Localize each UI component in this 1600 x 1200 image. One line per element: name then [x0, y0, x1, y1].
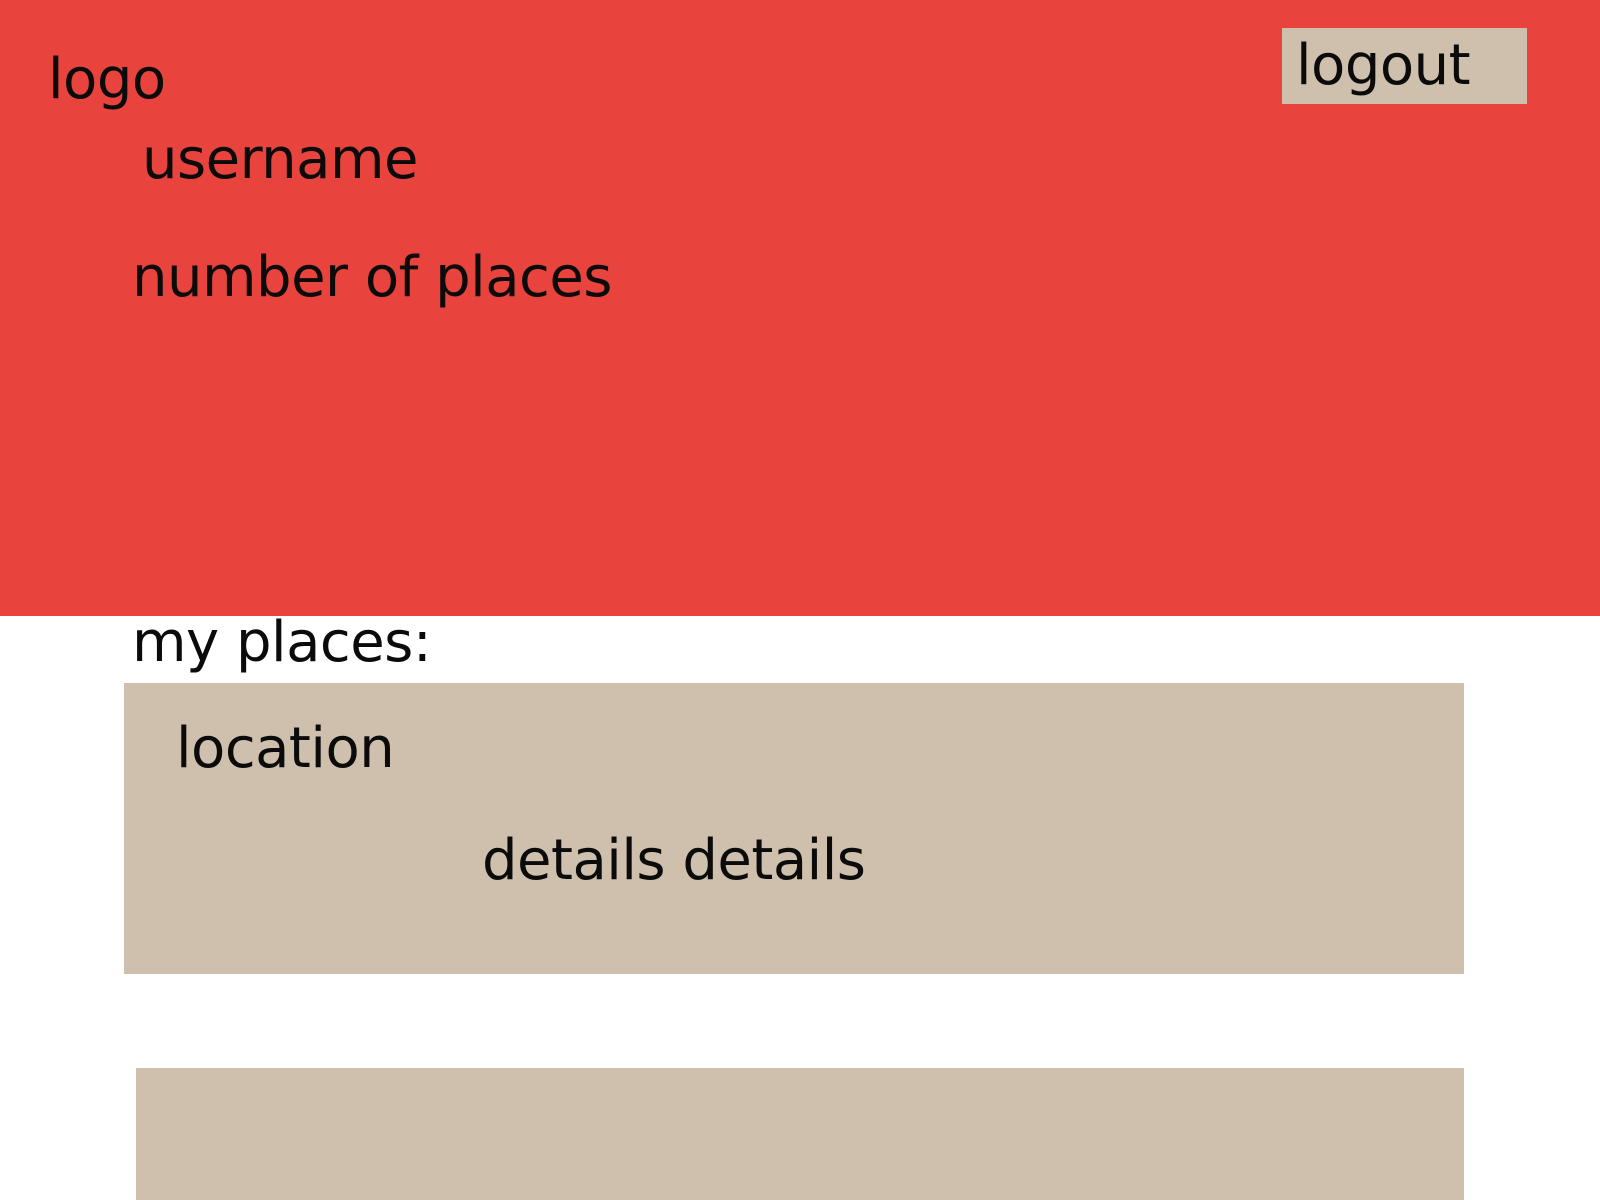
place-details: details details — [482, 828, 866, 893]
places-count-label: number of places — [132, 245, 612, 310]
place-location: location — [176, 716, 395, 781]
my-places-heading: my places: — [132, 610, 432, 675]
profile-header: logo username number of places logout — [0, 0, 1600, 616]
logo[interactable]: logo — [48, 47, 166, 112]
username-label: username — [142, 127, 418, 192]
place-card[interactable]: location details details — [124, 683, 1464, 974]
logout-button[interactable]: logout — [1282, 28, 1527, 104]
place-card[interactable] — [136, 1068, 1464, 1200]
